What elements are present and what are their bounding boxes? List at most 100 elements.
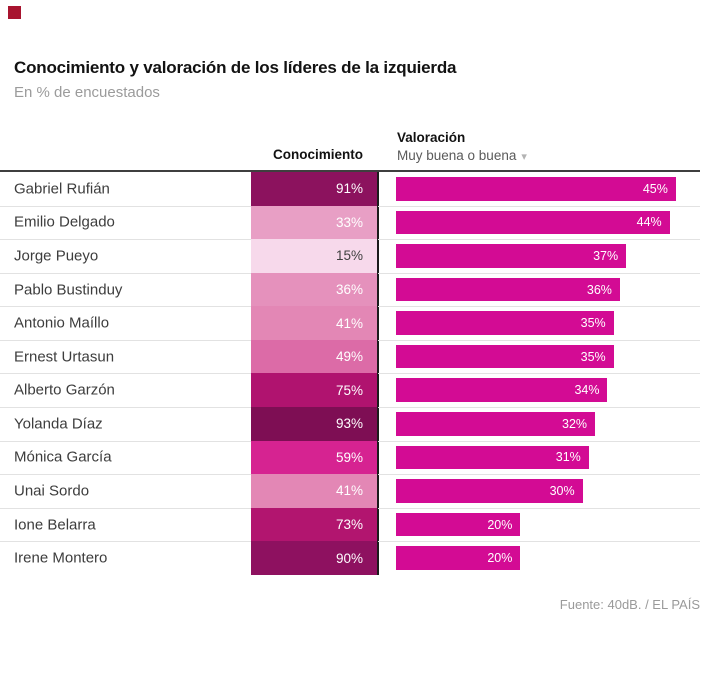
leader-name: Alberto Garzón: [14, 381, 115, 399]
conocimiento-cell: 73%: [251, 507, 377, 542]
row-divider: [0, 474, 251, 476]
table-row: Gabriel Rufián 91% 45%: [0, 172, 700, 206]
conocimiento-value: 36%: [335, 282, 363, 298]
conocimiento-value: 15%: [335, 248, 363, 264]
conocimiento-value: 41%: [335, 315, 363, 331]
leader-name: Jorge Pueyo: [14, 247, 99, 265]
valoracion-bar: 34%: [396, 378, 608, 403]
valoracion-bar: 35%: [396, 311, 614, 335]
table-row: Ernest Urtasun 49% 35%: [0, 339, 700, 374]
valoracion-value: 35%: [580, 316, 606, 331]
valoracion-value: 31%: [555, 450, 581, 465]
conocimiento-value: 73%: [335, 517, 363, 533]
conocimiento-cell: 93%: [251, 407, 377, 441]
table-row: Unai Sordo 41% 30%: [0, 474, 700, 508]
valoracion-bar: 20%: [396, 546, 521, 570]
conocimiento-cell: 41%: [251, 306, 377, 340]
leader-name: Emilio Delgado: [14, 213, 115, 231]
leader-name: Mónica García: [14, 448, 112, 466]
leader-name: Antonio Maíllo: [14, 314, 110, 332]
leader-name: Ernest Urtasun: [14, 348, 115, 366]
row-divider: [378, 306, 700, 308]
valoracion-bar: 44%: [396, 210, 670, 235]
conocimiento-cell: 59%: [251, 440, 377, 475]
conocimiento-cell: 36%: [251, 272, 377, 307]
table-row: Mónica García 59% 31%: [0, 440, 700, 475]
leader-name: Unai Sordo: [14, 482, 90, 500]
row-divider: [378, 541, 700, 543]
leader-name: Irene Montero: [14, 549, 108, 567]
source-credit: Fuente: 40dB. / EL PAÍS: [559, 597, 700, 612]
valoracion-bar: 20%: [396, 512, 521, 537]
row-divider: [0, 272, 251, 274]
conocimiento-value: 93%: [335, 416, 363, 432]
valoracion-bar: 30%: [396, 479, 583, 503]
valoracion-bar: 35%: [396, 344, 614, 369]
valoracion-value: 35%: [580, 349, 606, 364]
valoracion-bar: 37%: [396, 244, 627, 268]
row-divider: [0, 239, 251, 241]
leader-name: Yolanda Díaz: [14, 415, 103, 433]
row-divider: [378, 373, 700, 375]
table-row: Alberto Garzón 75% 34%: [0, 373, 700, 408]
conocimiento-value: 49%: [335, 349, 363, 365]
row-divider: [0, 541, 251, 543]
sort-chevron-down-icon: ▾: [521, 151, 527, 163]
bar-axis-line: [377, 172, 379, 575]
conocimiento-cell: 75%: [251, 373, 377, 408]
row-divider: [0, 205, 251, 207]
column-header-conocimiento: Conocimiento: [273, 147, 363, 162]
valoracion-value: 20%: [487, 517, 513, 532]
chart-rows: Gabriel Rufián 91% 45% Emilio Delgado 33% 44%…: [0, 172, 700, 575]
valoracion-value: 34%: [574, 383, 600, 398]
row-divider: [378, 440, 700, 442]
valoracion-bar: 31%: [396, 445, 589, 470]
valoracion-subtitle: Muy buena o buena: [397, 148, 517, 163]
conocimiento-value: 75%: [335, 382, 363, 398]
valoracion-value: 36%: [586, 282, 612, 297]
valoracion-value: 30%: [549, 483, 575, 498]
table-row: Irene Montero 90% 20%: [0, 541, 700, 575]
valoracion-value: 44%: [636, 215, 662, 230]
conocimiento-value: 41%: [335, 483, 363, 499]
valoracion-value: 37%: [593, 248, 619, 263]
row-divider: [0, 407, 251, 409]
row-divider: [378, 239, 700, 241]
conocimiento-cell: 33%: [251, 205, 377, 240]
conocimiento-value: 91%: [335, 181, 363, 197]
conocimiento-cell: 49%: [251, 339, 377, 374]
header-divider: [0, 170, 700, 172]
row-divider: [378, 205, 700, 207]
conocimiento-cell: 90%: [251, 541, 377, 575]
row-divider: [378, 507, 700, 509]
conocimiento-cell: 15%: [251, 239, 377, 273]
row-divider: [0, 440, 251, 442]
table-row: Ione Belarra 73% 20%: [0, 507, 700, 542]
leader-name: Gabriel Rufián: [14, 180, 110, 198]
row-divider: [0, 373, 251, 375]
valoracion-value: 32%: [562, 416, 588, 431]
valoracion-value: 20%: [487, 551, 513, 566]
table-row: Pablo Bustinduy 36% 36%: [0, 272, 700, 307]
row-divider: [378, 339, 700, 341]
row-divider: [378, 407, 700, 409]
table-row: Emilio Delgado 33% 44%: [0, 205, 700, 240]
table-row: Jorge Pueyo 15% 37%: [0, 239, 700, 273]
valoracion-bar: 36%: [396, 277, 620, 302]
valoracion-bar: 32%: [396, 412, 596, 436]
valoracion-bar: 45%: [396, 177, 676, 201]
valoracion-sort-control[interactable]: Muy buena o buena ▾: [397, 148, 527, 163]
leader-name: Ione Belarra: [14, 516, 96, 534]
page-subtitle: En % de encuestados: [14, 84, 160, 101]
row-divider: [0, 339, 251, 341]
page-title: Conocimiento y valoración de los líderes…: [14, 58, 457, 77]
conocimiento-cell: 41%: [251, 474, 377, 508]
leader-name: Pablo Bustinduy: [14, 281, 123, 299]
conocimiento-value: 33%: [335, 214, 363, 230]
conocimiento-value: 59%: [335, 449, 363, 465]
conocimiento-value: 90%: [335, 550, 363, 566]
valoracion-title: Valoración: [397, 130, 466, 145]
conocimiento-cell: 91%: [251, 172, 377, 206]
column-header-valoracion: Valoración Muy buena o buena ▾: [397, 130, 527, 163]
table-row: Antonio Maíllo 41% 35%: [0, 306, 700, 340]
